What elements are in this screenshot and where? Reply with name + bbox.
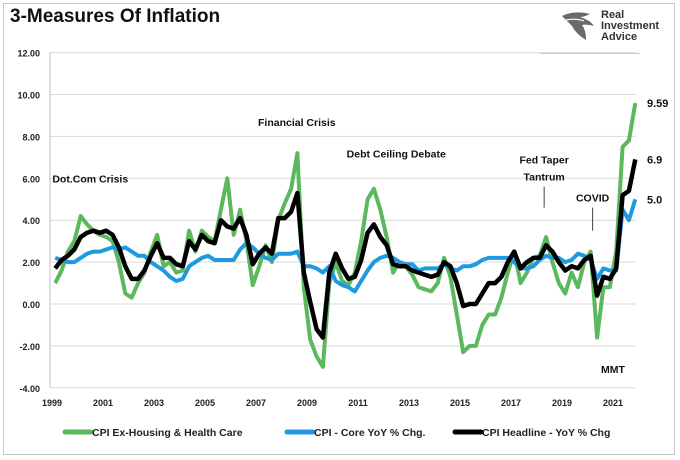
series-line-ex-housing — [53, 102, 638, 369]
x-tick-label: 2019 — [552, 398, 572, 408]
logo-line: Investment — [601, 20, 660, 32]
series-line-headline — [53, 158, 638, 340]
annotation-label: Debt Ceiling Debate — [347, 148, 446, 160]
annotation-label: Dot.Com Crisis — [52, 173, 128, 185]
x-tick-label: 2007 — [246, 398, 266, 408]
x-tick-label: 2009 — [297, 398, 317, 408]
y-tick-label: 0.00 — [22, 300, 40, 310]
series-line-core — [54, 198, 638, 294]
x-tick-label: 2005 — [195, 398, 215, 408]
end-value-label: 5.0 — [647, 194, 662, 206]
annotation-label: COVID — [576, 192, 610, 204]
x-tick-label: 2017 — [501, 398, 521, 408]
logo: Real Investment Advice — [560, 8, 670, 48]
y-tick-label: -4.00 — [19, 384, 40, 394]
x-tick-label: 2021 — [603, 398, 623, 408]
y-tick-label: 12.00 — [17, 49, 40, 59]
annotation-label: Tantrum — [524, 171, 565, 183]
x-tick-label: 2013 — [399, 398, 419, 408]
eagle-logo-icon — [562, 12, 594, 40]
legend-label: CPI Ex-Housing & Health Care — [92, 427, 243, 439]
x-tick-label: 1999 — [42, 398, 62, 408]
chart-title: 3-Measures Of Inflation — [10, 6, 221, 27]
chart-frame — [3, 3, 675, 455]
legend-label: CPI Headline - YoY % Chg — [482, 427, 610, 439]
logo-underline — [540, 53, 640, 54]
y-tick-label: 8.00 — [22, 132, 40, 142]
logo-line: Advice — [601, 31, 638, 43]
logo-line: Real — [601, 9, 625, 21]
y-tick-label: -2.00 — [19, 342, 40, 352]
annotation-label: Fed Taper — [519, 155, 568, 167]
end-value-label: 6.9 — [647, 154, 662, 166]
x-tick-label: 2011 — [348, 398, 368, 408]
x-tick-label: 2001 — [93, 398, 113, 408]
x-tick-label: 2015 — [450, 398, 470, 408]
y-tick-label: 2.00 — [22, 258, 40, 268]
annotation-label: Financial Crisis — [258, 117, 336, 129]
end-value-label: 9.59 — [647, 98, 668, 110]
logo-text: Real Investment Advice — [601, 10, 659, 43]
y-tick-label: 4.00 — [22, 216, 40, 226]
annotation-label: MMT — [601, 364, 625, 376]
y-tick-label: 10.00 — [17, 91, 40, 101]
x-tick-label: 2003 — [144, 398, 164, 408]
y-tick-label: 6.00 — [22, 174, 40, 184]
legend-label: CPI - Core YoY % Chg. — [314, 427, 426, 439]
